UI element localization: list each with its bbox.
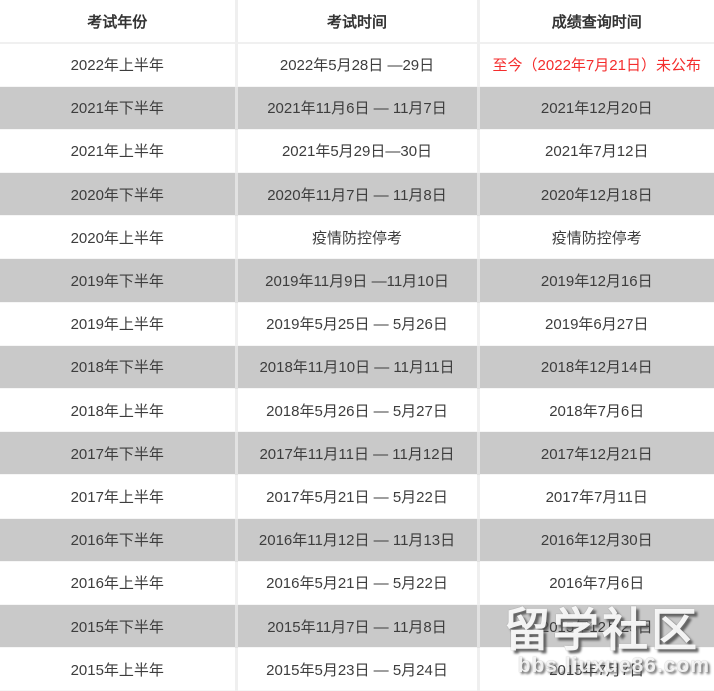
exam-year-cell: 2015年下半年 <box>0 604 238 648</box>
column-header-score-query-time: 成绩查询时间 <box>478 0 714 44</box>
table-row: 2019年下半年 2019年11月9日 —11月10日 2019年12月16日 <box>0 258 714 303</box>
score-query-time-cell: 2018年7月6日 <box>478 389 714 432</box>
exam-time-cell: 2016年11月12日 — 11月13日 <box>236 518 480 562</box>
column-header-exam-year: 考试年份 <box>0 0 238 44</box>
exam-year-cell: 2016年下半年 <box>0 518 238 562</box>
exam-year-cell: 2015年上半年 <box>0 647 238 691</box>
score-query-time-cell: 2016年7月6日 <box>478 561 714 604</box>
score-query-time-cell: 2021年7月12日 <box>478 129 714 172</box>
score-query-time-cell: 2015年12月25日 <box>478 604 714 648</box>
table-row: 2017年下半年 2017年11月11日 — 11月12日 2017年12月21… <box>0 431 714 475</box>
exam-time-cell: 2015年5月23日 — 5月24日 <box>236 647 480 691</box>
exam-year-cell: 2022年上半年 <box>0 43 238 87</box>
exam-year-cell: 2019年下半年 <box>0 258 238 303</box>
score-query-time-cell: 2017年7月11日 <box>478 475 714 518</box>
table-row: 2022年上半年 2022年5月28日 —29日 至今（2022年7月21日）未… <box>0 43 714 87</box>
table-row: 2015年下半年 2015年11月7日 — 11月8日 2015年12月25日 <box>0 604 714 648</box>
exam-year-cell: 2021年上半年 <box>0 129 238 173</box>
column-header-exam-time: 考试时间 <box>236 0 480 44</box>
score-query-time-cell: 2016年12月30日 <box>478 518 714 562</box>
exam-time-cell: 2016年5月21日 — 5月22日 <box>236 561 480 605</box>
score-query-time-cell: 2020年12月18日 <box>478 172 714 216</box>
table-row: 2018年下半年 2018年11月10日 — 11月11日 2018年12月14… <box>0 345 714 389</box>
table-row: 2016年下半年 2016年11月12日 — 11月13日 2016年12月30… <box>0 518 714 562</box>
exam-year-cell: 2018年下半年 <box>0 345 238 389</box>
table-row: 2021年下半年 2021年11月6日 — 11月7日 2021年12月20日 <box>0 86 714 130</box>
exam-year-cell: 2016年上半年 <box>0 561 238 605</box>
exam-time-cell: 2022年5月28日 —29日 <box>236 43 480 87</box>
table-row: 2017年上半年 2017年5月21日 — 5月22日 2017年7月11日 <box>0 474 714 519</box>
score-query-time-cell: 2019年6月27日 <box>478 302 714 345</box>
header-row: 考试年份 考试时间 成绩查询时间 <box>0 0 714 44</box>
table-row: 2020年上半年 疫情防控停考 疫情防控停考 <box>0 215 714 259</box>
exam-time-cell: 2019年5月25日 — 5月26日 <box>236 302 480 346</box>
table-row: 2015年上半年 2015年5月23日 — 5月24日 2015年7月7日 <box>0 647 714 691</box>
exam-time-cell: 2019年11月9日 —11月10日 <box>236 258 480 303</box>
exam-time-cell: 疫情防控停考 <box>236 215 480 259</box>
score-query-time-cell: 2017年12月21日 <box>478 431 714 475</box>
exam-year-cell: 2019年上半年 <box>0 302 238 346</box>
exam-time-cell: 2021年11月6日 — 11月7日 <box>236 86 480 130</box>
table-row: 2021年上半年 2021年5月29日—30日 2021年7月12日 <box>0 129 714 173</box>
score-query-time-cell: 至今（2022年7月21日）未公布 <box>478 43 714 86</box>
exam-year-cell: 2018年上半年 <box>0 388 238 432</box>
exam-year-cell: 2017年上半年 <box>0 474 238 519</box>
exam-time-cell: 2017年5月21日 — 5月22日 <box>236 474 480 519</box>
score-query-time-cell: 2018年12月14日 <box>478 345 714 389</box>
score-query-time-cell: 2021年12月20日 <box>478 86 714 130</box>
score-query-time-cell: 2015年7月7日 <box>478 648 714 691</box>
exam-year-cell: 2017年下半年 <box>0 431 238 475</box>
exam-time-cell: 2020年11月7日 — 11月8日 <box>236 172 480 216</box>
exam-time-cell: 2017年11月11日 — 11月12日 <box>236 431 480 475</box>
table-header: 考试年份 考试时间 成绩查询时间 <box>0 0 714 44</box>
score-query-time-cell: 疫情防控停考 <box>478 216 714 259</box>
table-row: 2016年上半年 2016年5月21日 — 5月22日 2016年7月6日 <box>0 561 714 605</box>
exam-time-cell: 2018年11月10日 — 11月11日 <box>236 345 480 389</box>
table-row: 2018年上半年 2018年5月26日 — 5月27日 2018年7月6日 <box>0 388 714 432</box>
exam-year-cell: 2020年下半年 <box>0 172 238 216</box>
exam-time-cell: 2018年5月26日 — 5月27日 <box>236 388 480 432</box>
exam-year-cell: 2020年上半年 <box>0 215 238 259</box>
exam-time-cell: 2021年5月29日—30日 <box>236 129 480 173</box>
exam-time-cell: 2015年11月7日 — 11月8日 <box>236 604 480 648</box>
table-row: 2020年下半年 2020年11月7日 — 11月8日 2020年12月18日 <box>0 172 714 216</box>
score-query-time-cell: 2019年12月16日 <box>478 258 714 303</box>
table-body: 2022年上半年 2022年5月28日 —29日 至今（2022年7月21日）未… <box>0 43 714 691</box>
table-row: 2019年上半年 2019年5月25日 — 5月26日 2019年6月27日 <box>0 302 714 346</box>
exam-year-cell: 2021年下半年 <box>0 86 238 130</box>
